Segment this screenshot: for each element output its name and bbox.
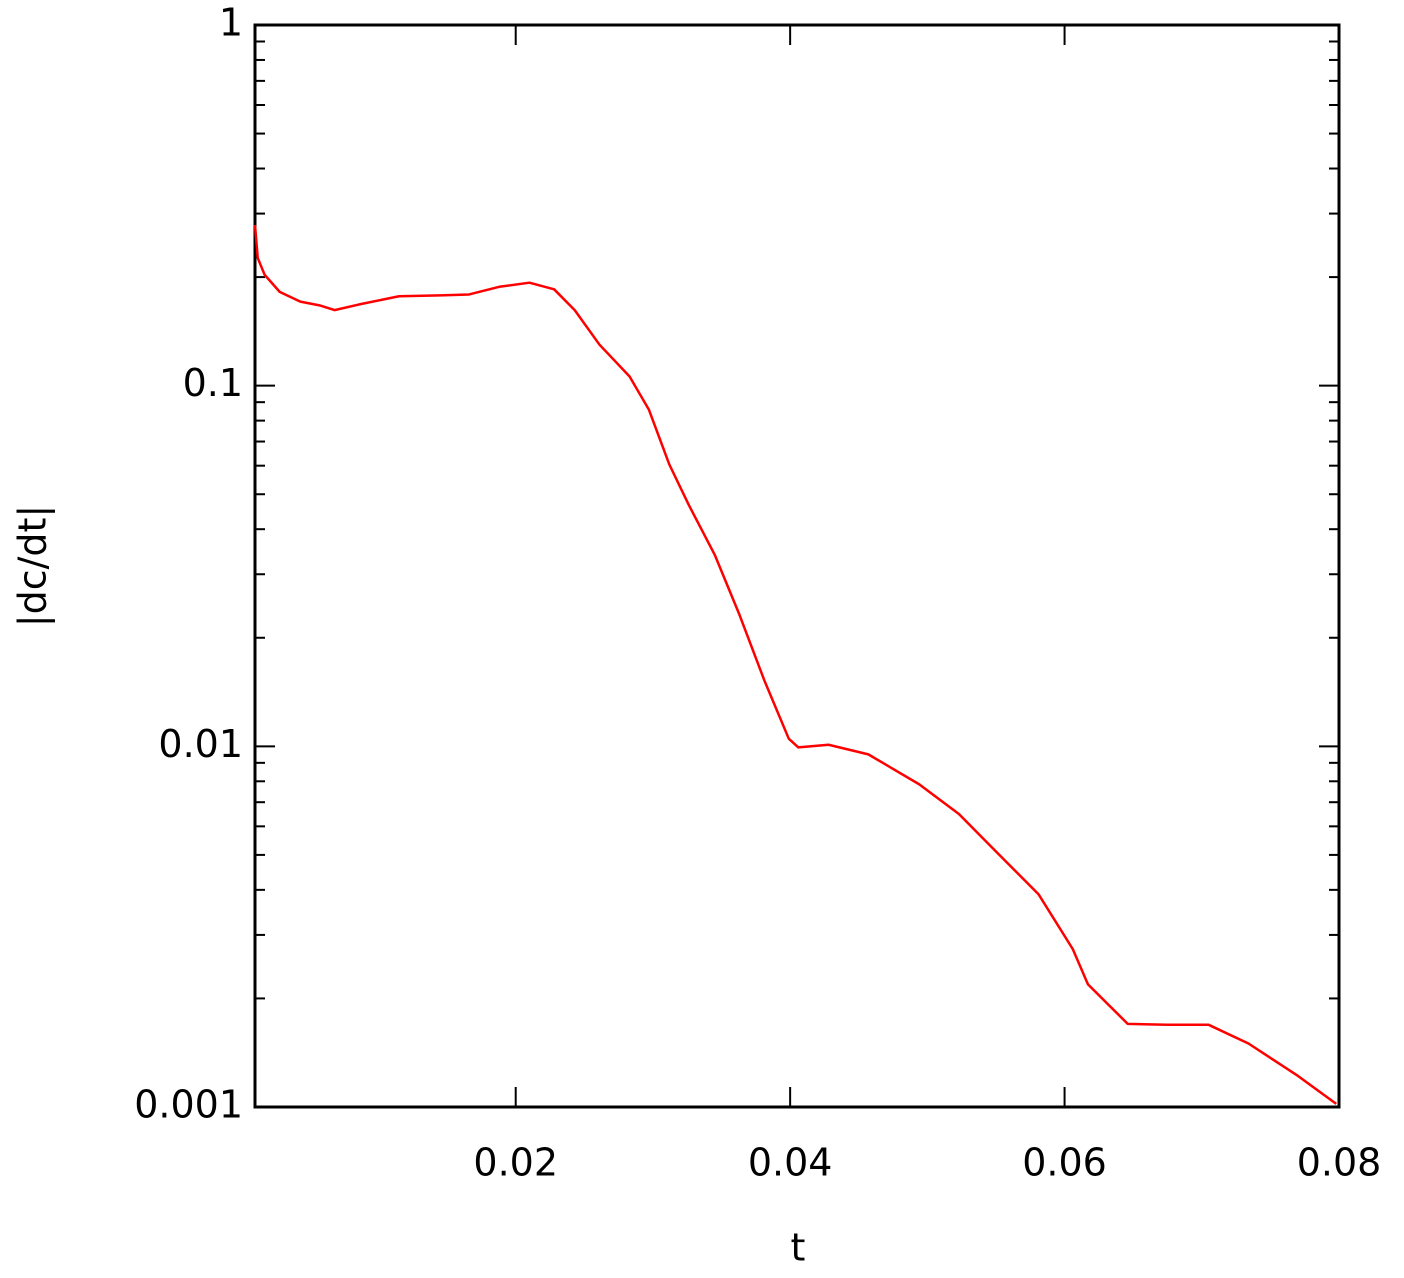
y-tick-label: 1 xyxy=(219,1,243,45)
y-axis-label: |dc/dt| xyxy=(11,505,56,627)
x-tick-label: 0.06 xyxy=(1022,1141,1107,1185)
y-tick-label: 0.001 xyxy=(134,1083,243,1127)
data-line xyxy=(253,224,1337,1105)
plot-frame xyxy=(253,23,1341,1109)
y-tick-label: 0.01 xyxy=(158,722,243,766)
x-axis-label: t xyxy=(791,1226,806,1270)
x-tick-label: 0.04 xyxy=(748,1141,833,1185)
x-tick-label: 0.02 xyxy=(473,1141,558,1185)
y-tick-label: 0.1 xyxy=(183,361,243,405)
x-tick-label: 0.08 xyxy=(1297,1141,1382,1185)
